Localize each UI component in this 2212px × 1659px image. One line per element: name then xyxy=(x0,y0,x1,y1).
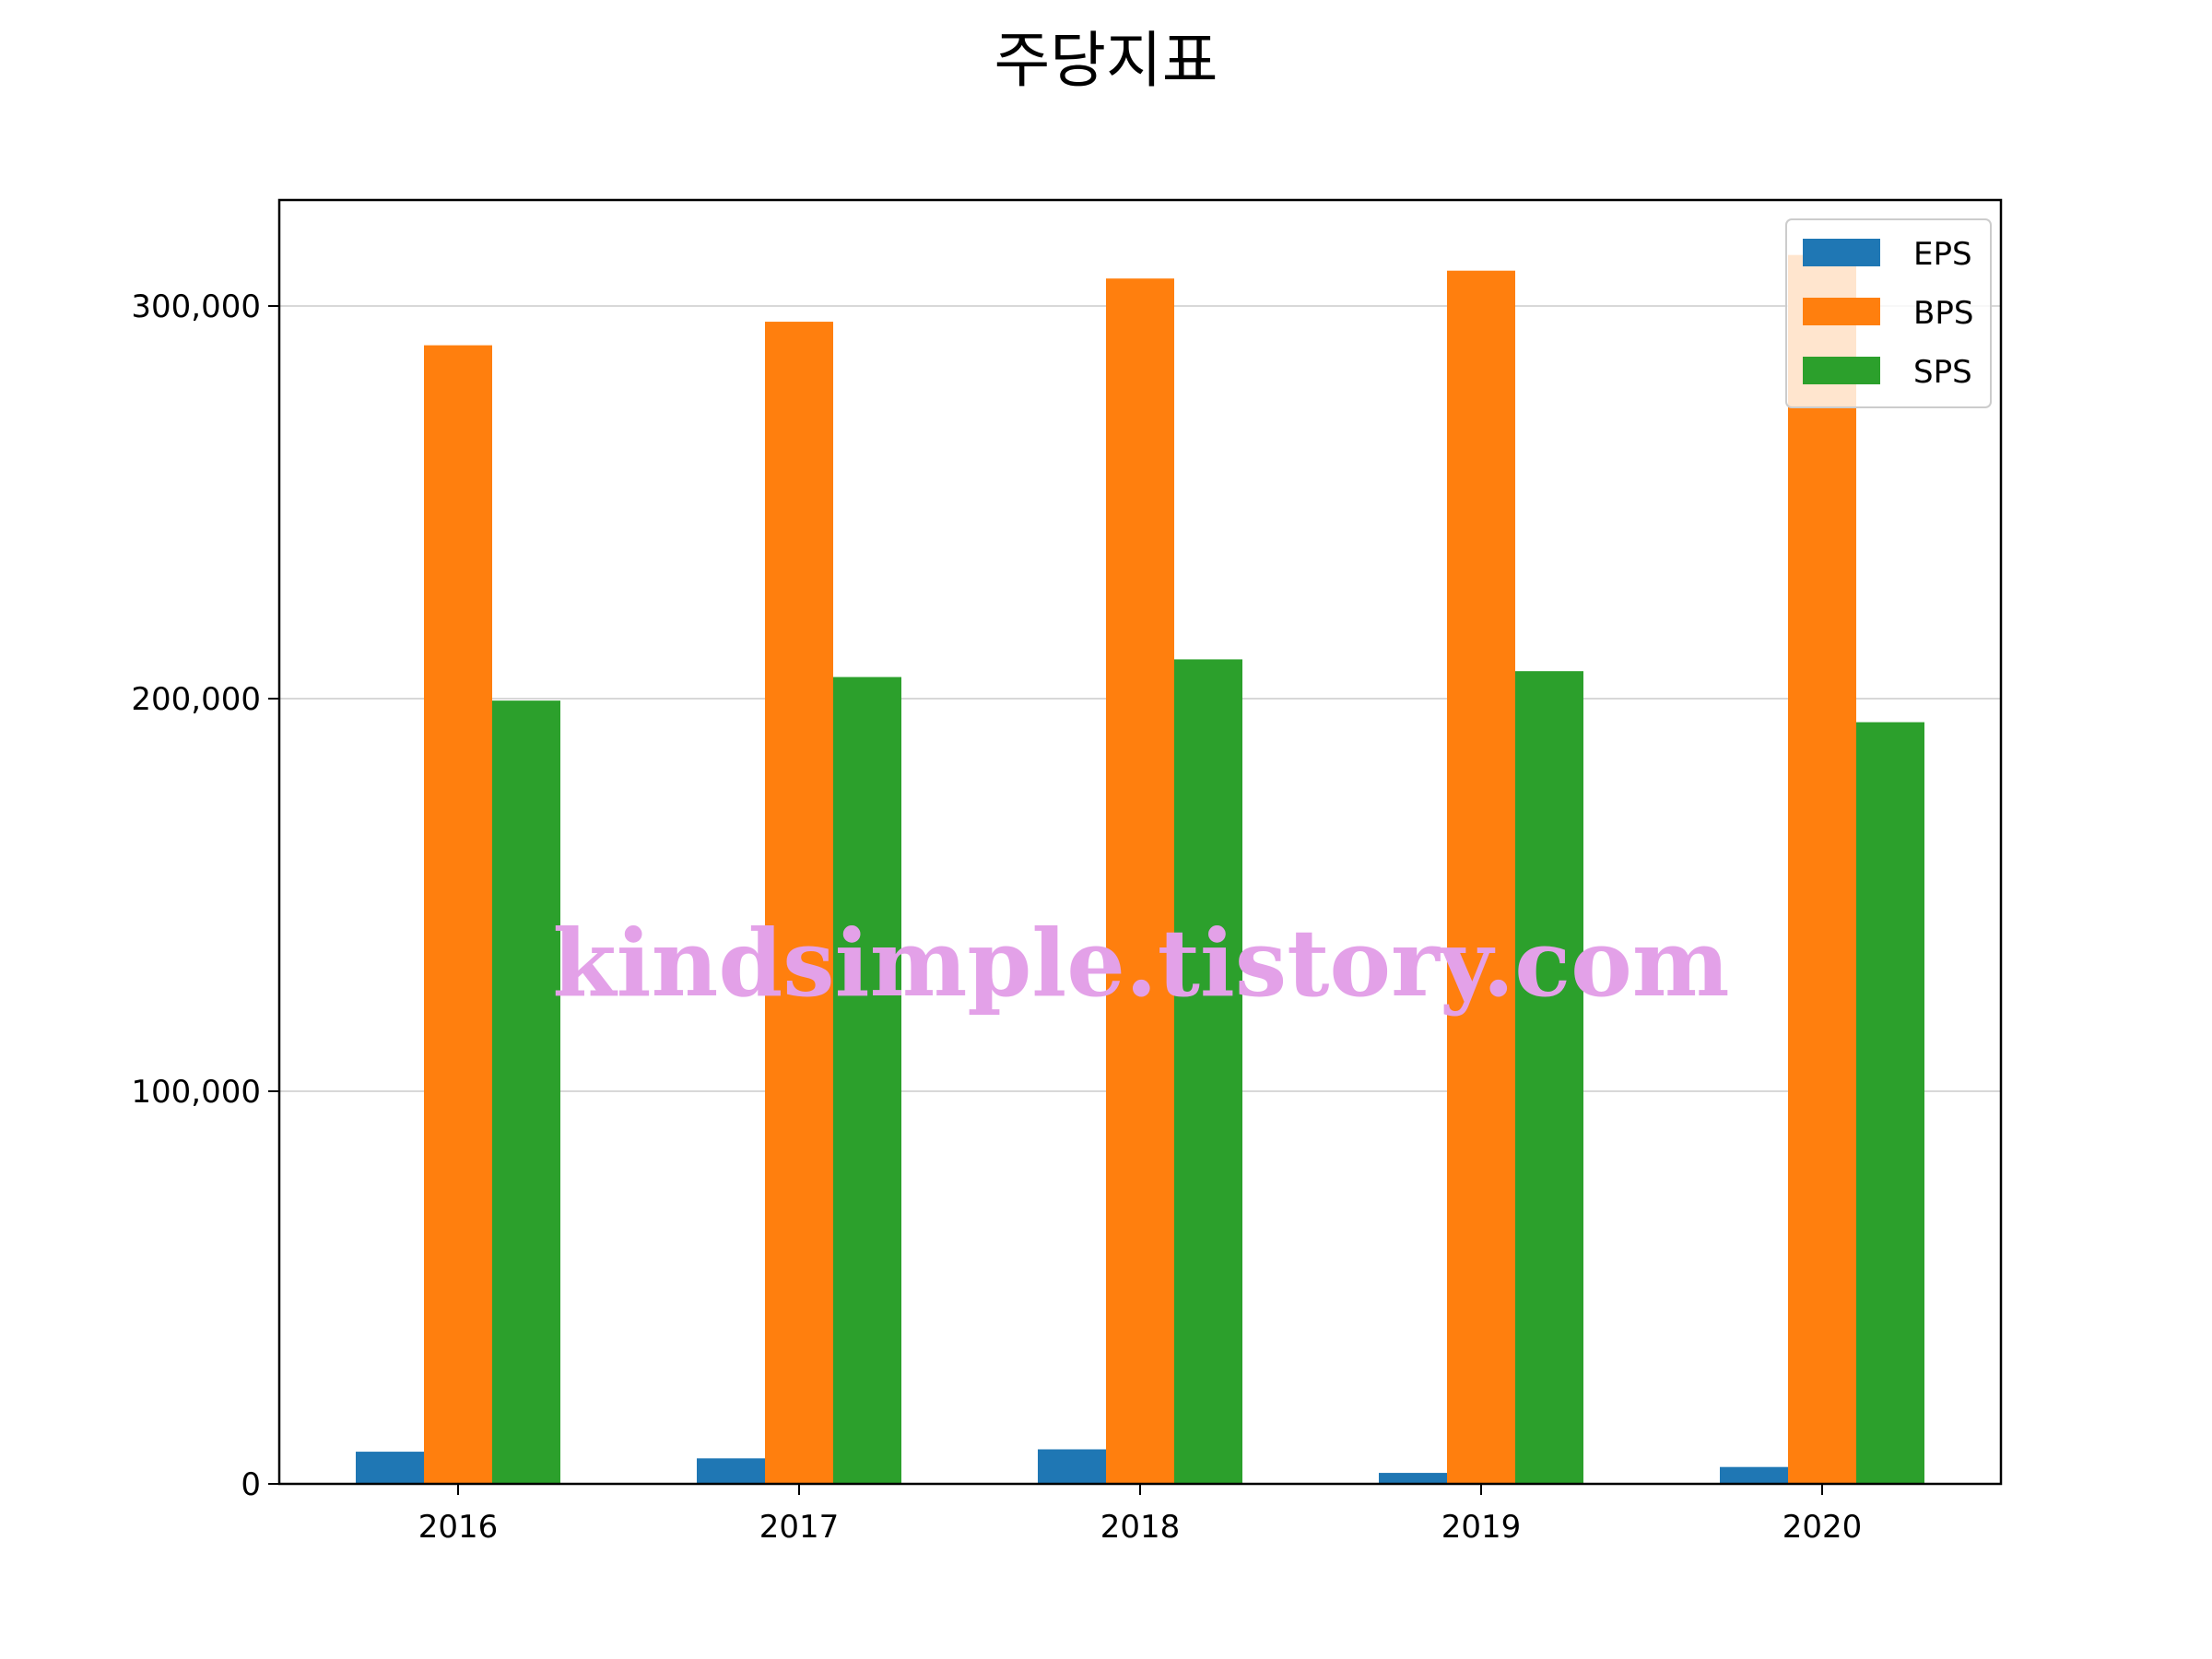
bars xyxy=(356,254,1924,1485)
legend-label-sps: SPS xyxy=(1913,354,1972,391)
legend: EPS BPS SPS xyxy=(1785,218,1992,408)
bar-sps-2018 xyxy=(1174,659,1242,1484)
bar-eps-2019 xyxy=(1379,1473,1447,1484)
bar-bps-2016 xyxy=(424,345,492,1485)
legend-swatch-eps xyxy=(1803,239,1880,266)
x-tick-label: 2016 xyxy=(418,1509,499,1546)
legend-label-bps: BPS xyxy=(1913,295,1973,332)
legend-swatch-bps xyxy=(1803,298,1880,325)
y-axis: 0 100,000 200,000 300,000 xyxy=(131,288,279,1503)
chart-title: 주당지표 xyxy=(994,25,1218,96)
y-tick-label: 300,000 xyxy=(131,288,261,325)
legend-swatch-sps xyxy=(1803,357,1880,384)
legend-label-eps: EPS xyxy=(1913,236,1972,273)
x-tick-label: 2020 xyxy=(1783,1509,1863,1546)
bar-bps-2020 xyxy=(1788,254,1856,1484)
bar-eps-2017 xyxy=(697,1458,765,1484)
bar-sps-2020 xyxy=(1856,722,1924,1484)
y-tick-label: 100,000 xyxy=(131,1074,261,1111)
x-tick-label: 2017 xyxy=(759,1509,840,1546)
x-tick-label: 2018 xyxy=(1100,1509,1181,1546)
y-tick-label: 0 xyxy=(241,1466,261,1503)
bar-bps-2018 xyxy=(1106,278,1174,1485)
watermark: kindsimple.tistory.com xyxy=(552,909,1729,1018)
bar-sps-2016 xyxy=(492,700,560,1484)
bar-eps-2020 xyxy=(1720,1466,1788,1484)
bar-bps-2019 xyxy=(1447,270,1515,1484)
bar-eps-2016 xyxy=(356,1452,424,1484)
y-tick-label: 200,000 xyxy=(131,681,261,718)
x-axis: 2016 2017 2018 2019 2020 xyxy=(418,1484,1863,1546)
bar-eps-2018 xyxy=(1038,1449,1106,1484)
bar-sps-2017 xyxy=(833,677,901,1484)
bar-sps-2019 xyxy=(1515,671,1583,1484)
bar-bps-2017 xyxy=(765,322,833,1484)
x-tick-label: 2019 xyxy=(1441,1509,1522,1546)
